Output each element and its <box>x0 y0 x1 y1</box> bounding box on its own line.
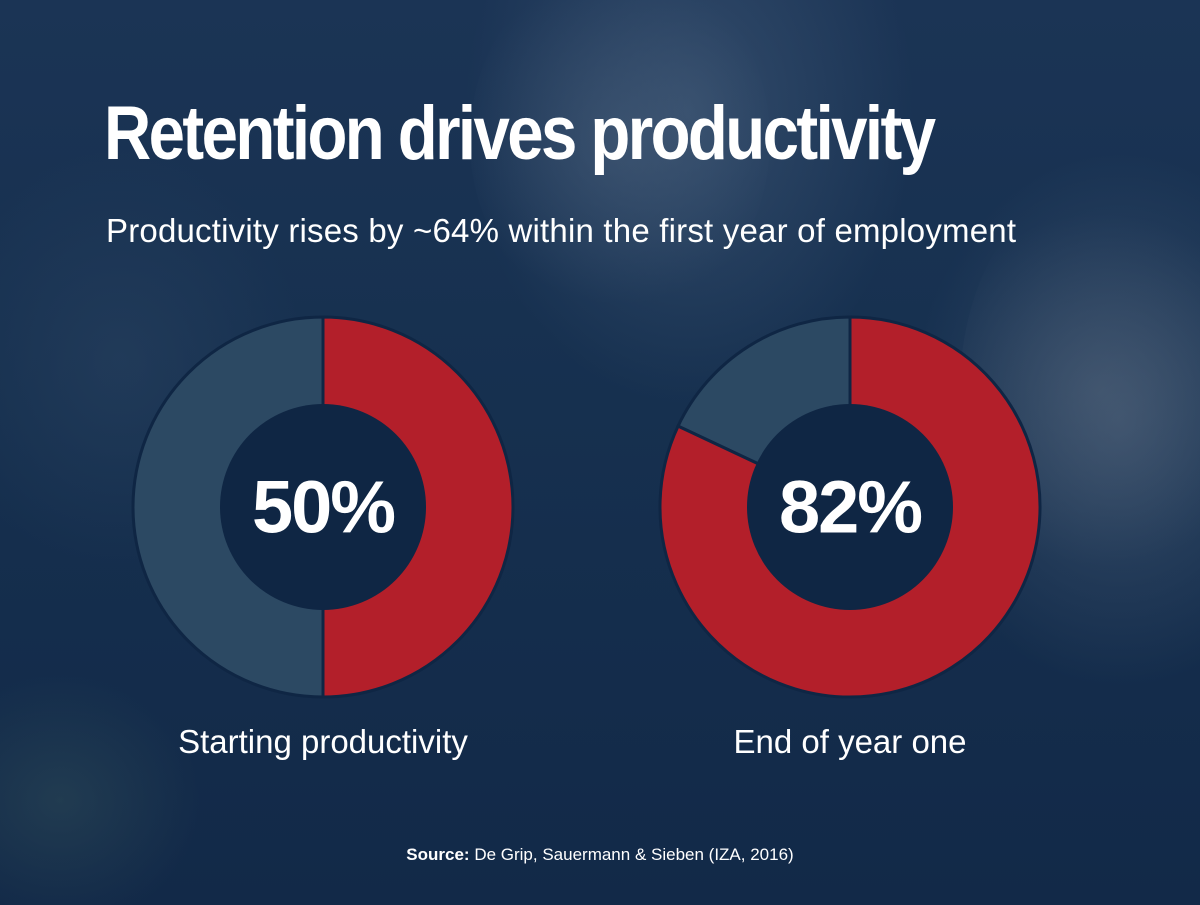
page-title: Retention drives productivity <box>104 91 936 176</box>
donut-chart-year-one: 82% <box>658 315 1042 699</box>
donut-center-value: 82% <box>779 466 921 549</box>
donut-caption-year-one: End of year one <box>733 723 967 760</box>
donut-caption-starting: Starting productivity <box>178 723 468 760</box>
page-subtitle: Productivity rises by ~64% within the fi… <box>106 212 1017 249</box>
donut-center-value: 50% <box>252 466 394 549</box>
source-citation: Source: De Grip, Sauermann & Sieben (IZA… <box>0 845 1200 865</box>
donut-hole <box>220 404 426 610</box>
donut-chart-starting: 50% <box>131 315 515 699</box>
source-label: Source: <box>406 845 470 864</box>
donut-hole <box>747 404 953 610</box>
source-text: De Grip, Sauermann & Sieben (IZA, 2016) <box>474 845 794 864</box>
